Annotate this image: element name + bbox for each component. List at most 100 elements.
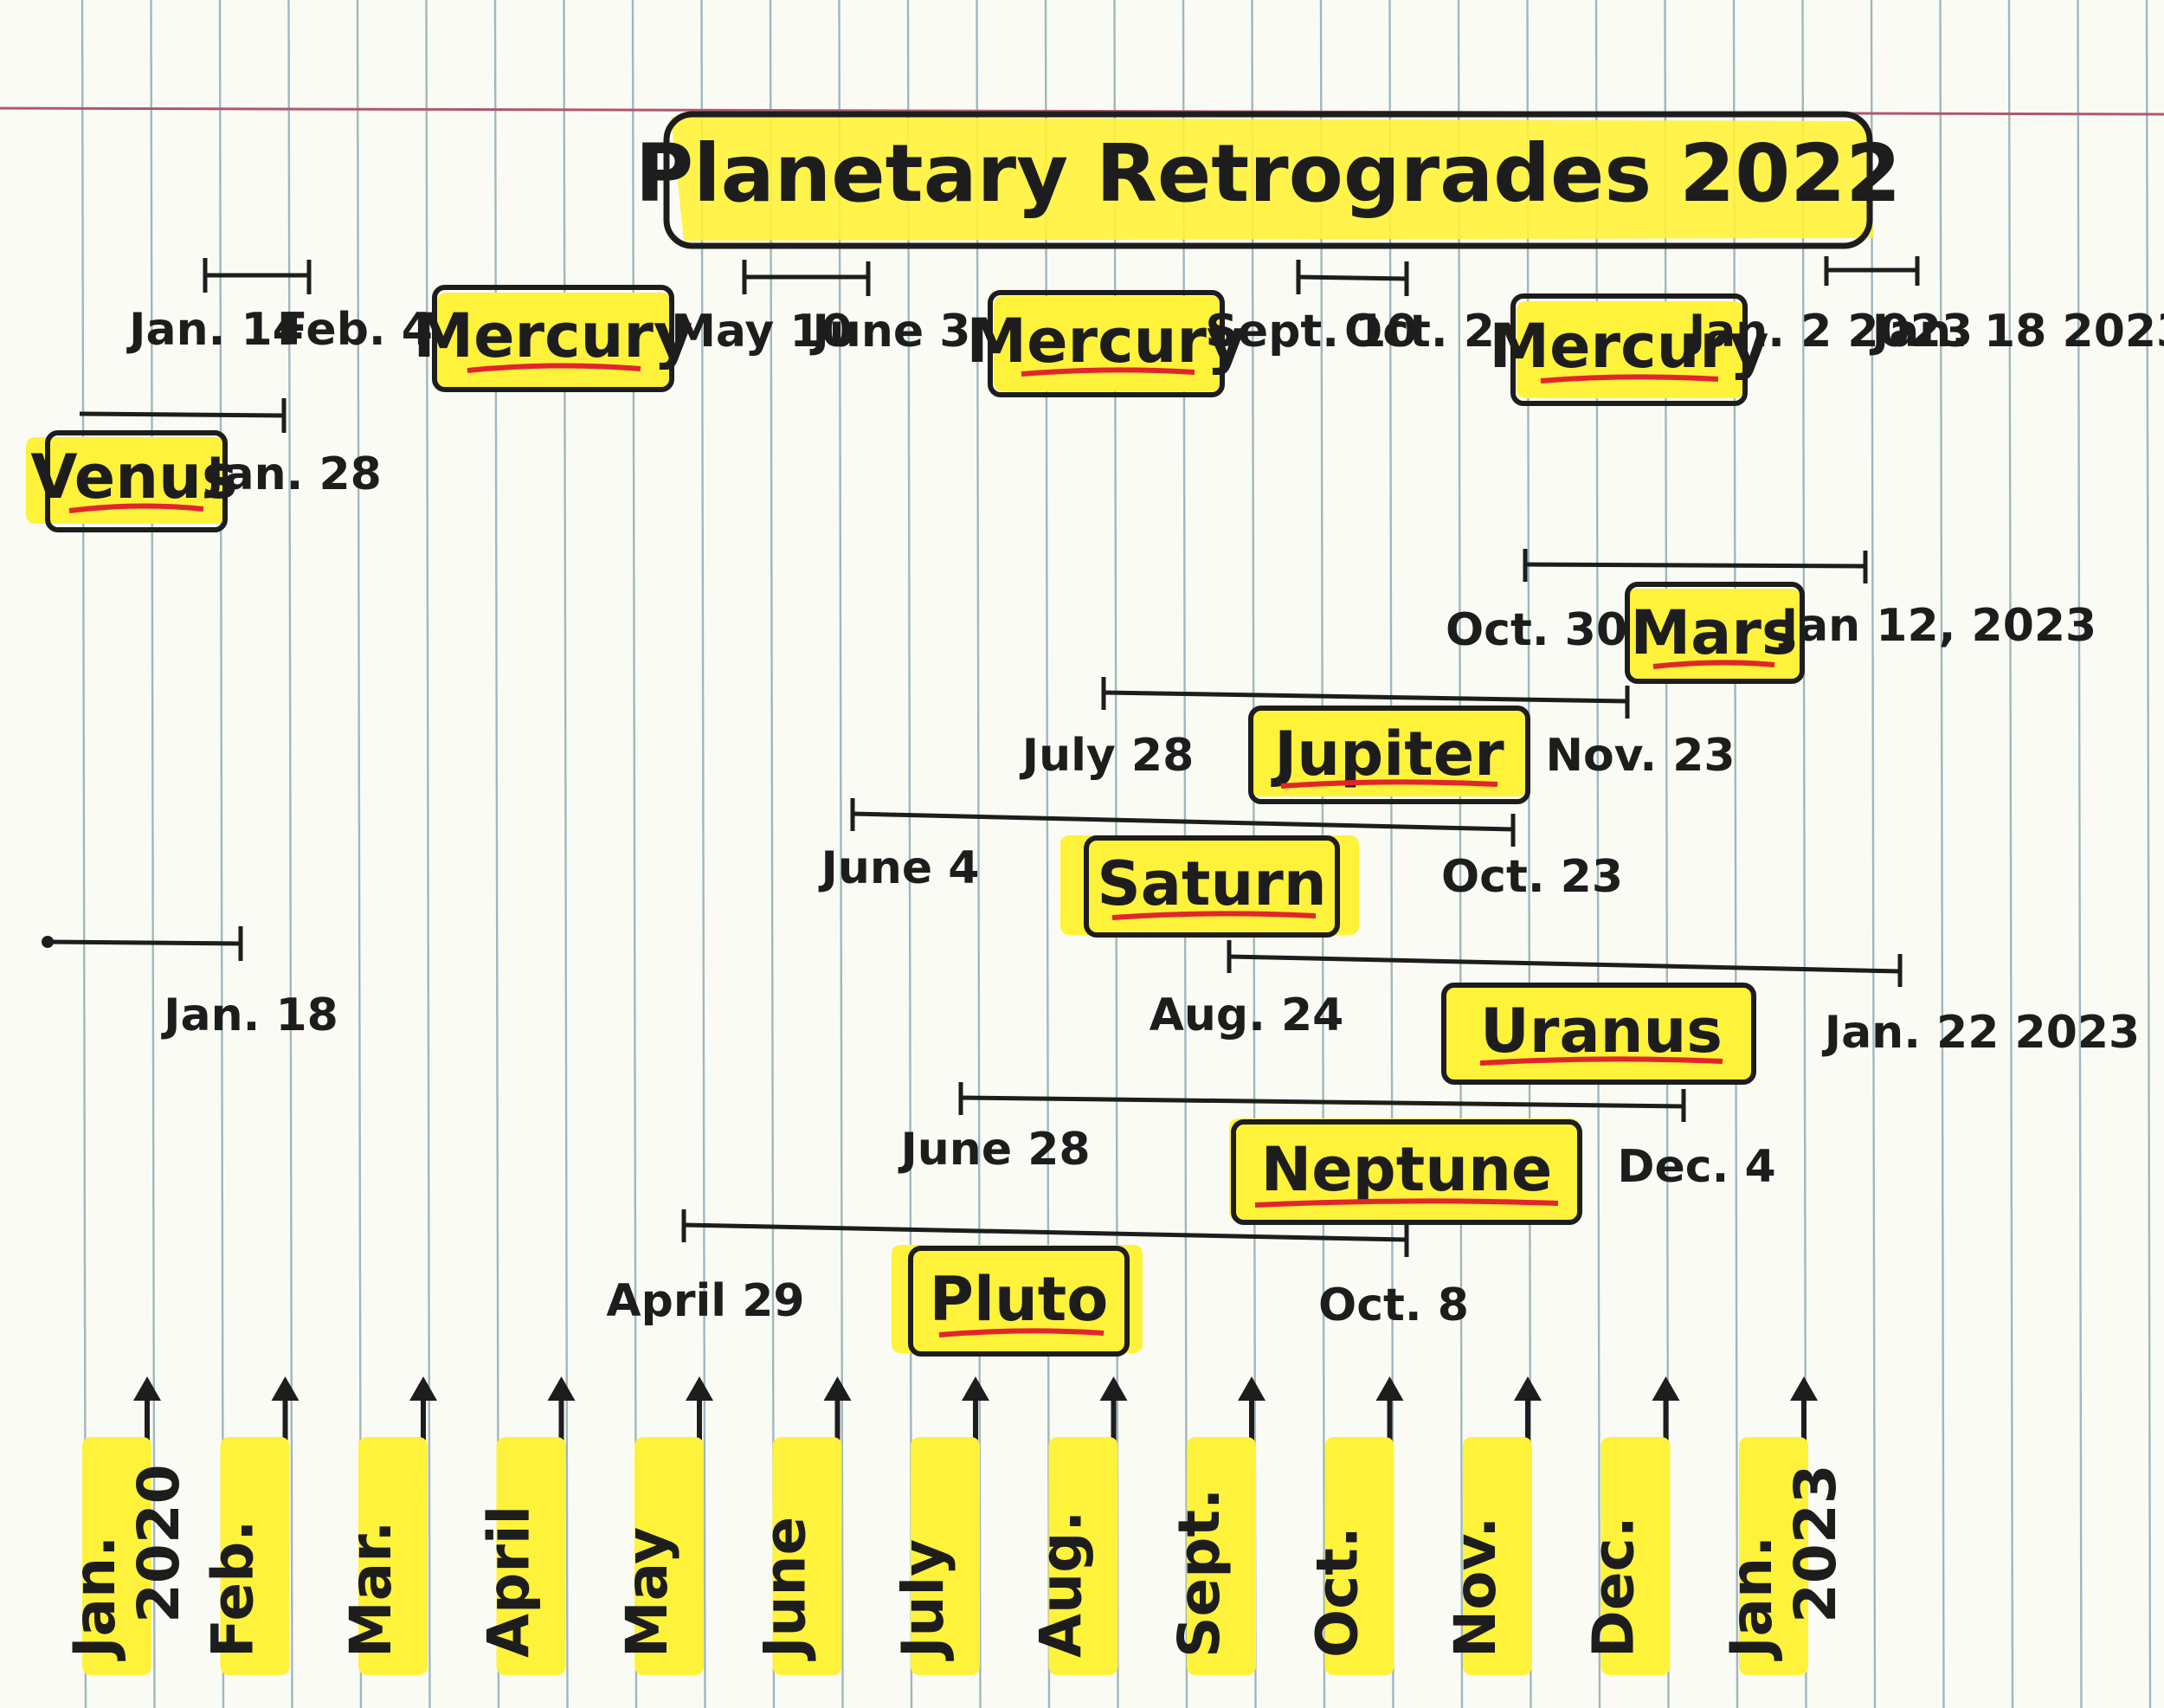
uranus-underline [1479, 1056, 1723, 1066]
mercury-2-box [988, 290, 1225, 397]
mercury-1-start-label: Jan. 14 [126, 304, 304, 356]
mars-highlight [1627, 589, 1800, 680]
ruled-line [493, 0, 500, 1708]
neptune-range [960, 1095, 1684, 1109]
month-arrow-head [686, 1376, 713, 1401]
month-8: Sept. [1166, 1376, 1266, 1675]
month-12: Jan.2023 [1718, 1376, 1849, 1675]
mars-retrograde: Oct. 30 Mars Jan 12, 2023 [1446, 549, 2097, 684]
mercury-3-highlight [1517, 301, 1743, 398]
month-highlight [1187, 1437, 1256, 1675]
ruled-line [1457, 0, 1464, 1708]
ruled-line [81, 0, 87, 1708]
venus-end-label: Jan. 28 [204, 448, 382, 500]
month-7: Aug. [1028, 1376, 1128, 1675]
saturn-retrograde: June 4 Saturn Oct. 23 [819, 798, 1623, 938]
month-label: Feb. [200, 1520, 267, 1659]
neptune-box [1231, 1119, 1582, 1225]
month-highlight [911, 1437, 980, 1675]
pluto-range [683, 1222, 1407, 1242]
month-label: June [752, 1517, 819, 1661]
saturn-end-label: Oct. 23 [1441, 851, 1623, 903]
pluto-start-label: April 29 [606, 1275, 804, 1327]
venus-highlight [26, 437, 225, 524]
mercury-3-range [1298, 274, 1407, 281]
mercury-1-underline [467, 363, 641, 373]
uranus-highlight [1444, 985, 1751, 1080]
ruled-line [425, 0, 431, 1708]
uranus-previous-retrograde: Jan. 18 [42, 926, 338, 1041]
title-text: Planetary Retrogrades 2022 [635, 127, 1902, 220]
jupiter-underline [1280, 779, 1498, 789]
jupiter-box [1248, 706, 1530, 804]
month-highlight [496, 1437, 566, 1675]
saturn-range [852, 811, 1514, 832]
month-label: Nov. [1442, 1517, 1509, 1658]
uranus-range [1228, 954, 1901, 974]
month-3: April [476, 1376, 576, 1675]
month-highlight [1463, 1437, 1532, 1675]
month-label: Dec. [1581, 1516, 1647, 1658]
mercury-4-start-label: Jan. 2 2023 [1686, 306, 1973, 358]
ruled-line [356, 0, 363, 1708]
mercury-2-underline [1021, 367, 1195, 377]
jupiter-range [1103, 690, 1628, 704]
month-arrow-head [1375, 1376, 1404, 1401]
month-label: Oct. [1304, 1526, 1371, 1658]
month-highlight [82, 1437, 151, 1675]
ruled-line [700, 0, 706, 1708]
ruled-line [287, 0, 293, 1708]
uranus-box [1441, 983, 1756, 1085]
pluto-box [908, 1246, 1130, 1357]
mercury-3-name: Mercury [1489, 311, 1768, 382]
month-arrow-head [133, 1376, 161, 1401]
saturn-highlight [1060, 835, 1359, 935]
month-arrow-head [1514, 1376, 1542, 1401]
month-label: Jan. [61, 1536, 128, 1661]
mercury-1-box [432, 285, 674, 392]
ruled-line [2145, 0, 2152, 1708]
pluto-underline [938, 1328, 1105, 1337]
month-axis: Jan.2020 Feb. Mar. April May June July Aug. Sept… [61, 1376, 1849, 1675]
ruled-line [2007, 0, 2014, 1708]
month-arrow-head [1652, 1376, 1680, 1401]
mercury-2-highlight [994, 296, 1220, 391]
venus-box [45, 430, 228, 532]
neptune-end-label: Dec. 4 [1617, 1141, 1775, 1193]
ruled-line [218, 0, 225, 1708]
ruled-line [1870, 0, 1877, 1708]
ruled-line [906, 0, 913, 1708]
month-arrow-head [547, 1376, 576, 1401]
month-arrow-head [409, 1376, 437, 1401]
venus-retrograde: Venus Jan. 28 [26, 398, 382, 532]
ruled-line [563, 0, 569, 1708]
month-10: Nov. [1442, 1376, 1542, 1675]
uranus-retrograde: Aug. 24 Uranus Jan. 22 2023 [1150, 940, 2141, 1085]
ruled-line [1939, 0, 1945, 1708]
jupiter-end-label: Nov. 23 [1545, 730, 1735, 782]
neptune-start-label: June 28 [898, 1124, 1090, 1176]
saturn-start-label: June 4 [819, 842, 980, 894]
month-highlight [1324, 1437, 1394, 1675]
month-11: Dec. [1581, 1376, 1680, 1675]
mercury-retrograde-3: Sept. 10 Oct. 2 Mercury [1205, 260, 1769, 406]
mercury-2-end-label: June 3 [810, 306, 971, 358]
saturn-name: Saturn [1097, 848, 1326, 919]
month-highlight [1739, 1437, 1808, 1675]
month-arrow-head [823, 1376, 852, 1401]
uranus-end-label: Jan. 22 2023 [1822, 1007, 2141, 1059]
month-arrow-head [1099, 1376, 1128, 1401]
ruled-line [976, 0, 982, 1708]
mars-name: Mars [1630, 597, 1797, 668]
neptune-underline [1254, 1198, 1559, 1208]
ruled-line [769, 0, 776, 1708]
mars-end-label: Jan 12, 2023 [1779, 600, 2097, 652]
ruled-line [1388, 0, 1394, 1708]
mercury-3-underline [1540, 374, 1719, 383]
mercury-2-start-label: May 10 [671, 306, 853, 358]
jupiter-retrograde: July 28 Jupiter Nov. 23 [1020, 677, 1736, 804]
venus-underline [68, 503, 204, 513]
month-highlight [634, 1437, 704, 1675]
month-label: April [476, 1505, 543, 1658]
